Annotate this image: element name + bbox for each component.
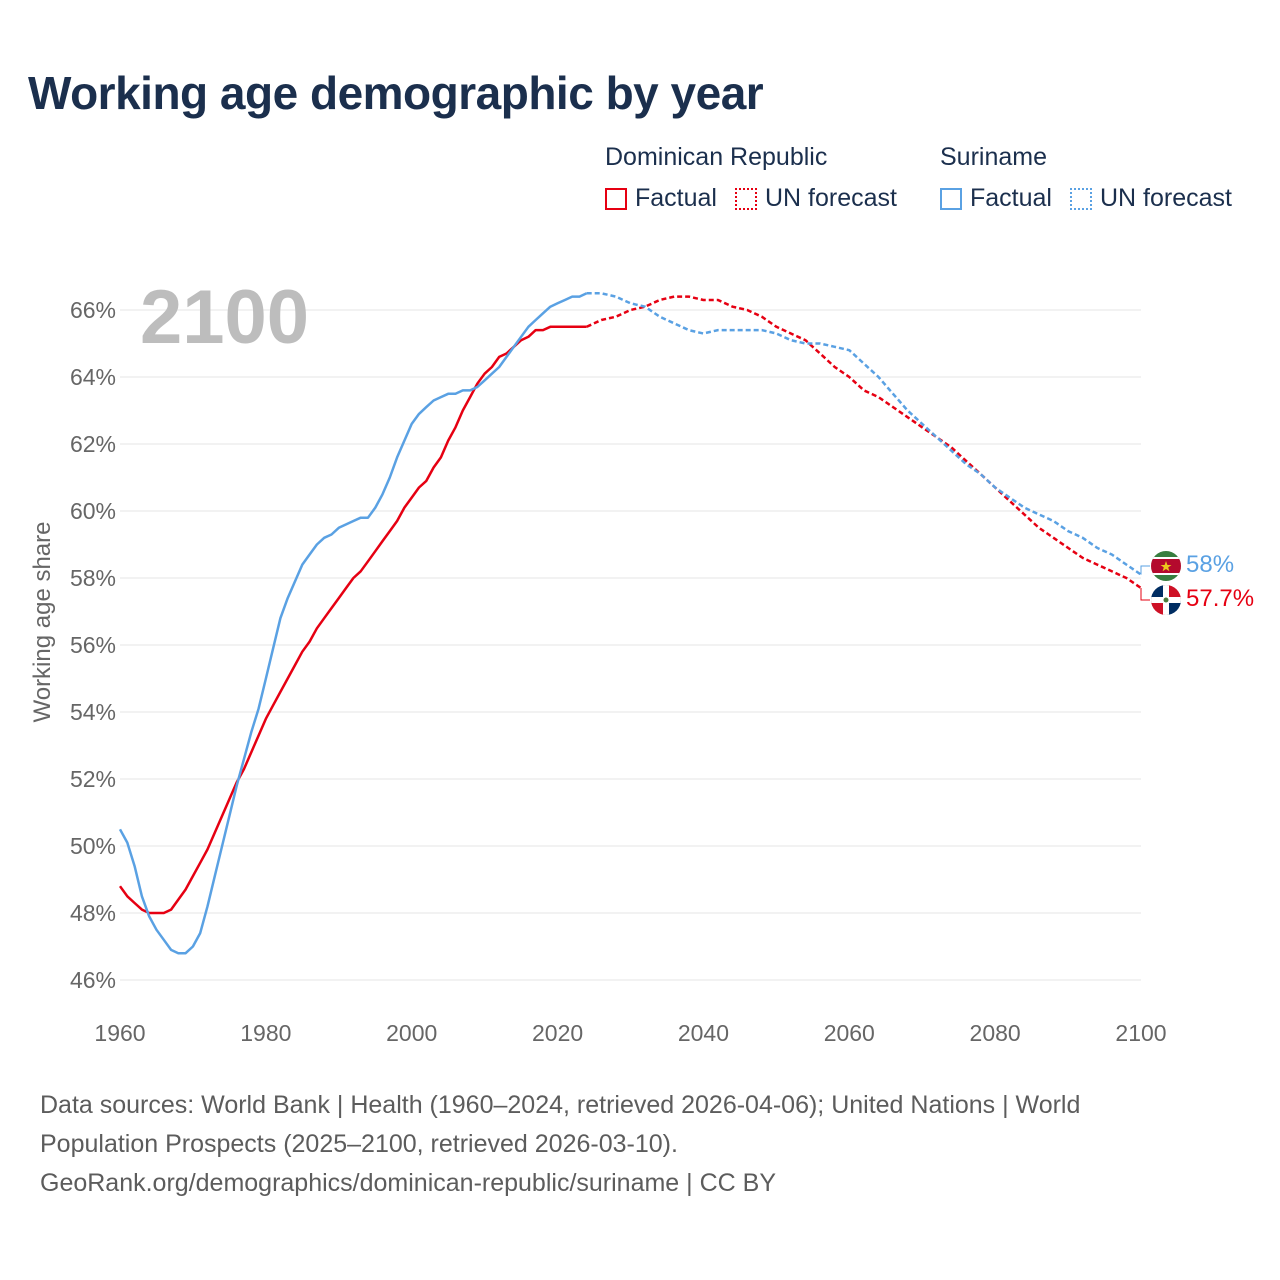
end-label-suriname: 58% [1186,551,1234,578]
series-lines [118,292,1150,955]
y-tick-label: 58% [70,565,116,591]
footer-url-license: GeoRank.org/demographics/dominican-repub… [40,1169,776,1197]
dominican-republic-flag-icon [1151,585,1181,615]
dominican-republic-factual-line [118,325,587,915]
x-tick-label: 1960 [94,1020,145,1046]
legend-swatch-solid [605,187,627,210]
y-tick-label: 56% [70,632,116,658]
suriname-label-connector [1140,565,1150,575]
dominican-republic-label-connector [1140,588,1150,601]
suriname-flag-icon [1151,551,1181,581]
legend-suriname: Suriname Factual UN forecast [940,143,1250,213]
x-tick-label: 2080 [970,1020,1021,1046]
legend-country-label: Dominican Republic [605,143,828,171]
year-watermark: 2100 [140,275,309,360]
y-tick-label: 64% [70,364,116,390]
legend-item-label: Factual [970,184,1052,212]
suriname-forecast-line [586,292,1142,576]
y-tick-label: 54% [70,699,116,725]
legend-item-sr-factual[interactable]: Factual [940,184,1052,213]
y-tick-label: 62% [70,431,116,457]
legend-item-dr-factual[interactable]: Factual [605,184,717,213]
legend-swatch-dotted [734,187,757,210]
suriname-factual-line [118,292,588,955]
footer-sources: Data sources: World Bank | Health (1960–… [40,1091,1081,1158]
x-tick-label: 2060 [824,1020,875,1046]
x-tick-label: 2040 [678,1020,729,1046]
x-tick-label: 2020 [532,1020,583,1046]
legend-dominican-republic: Dominican Republic Factual UN forecast [605,143,915,213]
x-tick-label: 2000 [386,1020,437,1046]
x-axis-ticks: 1960 1980 2000 2020 2040 2060 2080 2100 [94,1020,1166,1046]
dominican-republic-forecast-line [586,295,1142,590]
y-tick-label: 46% [70,967,116,993]
legend-item-label: UN forecast [1099,184,1232,212]
x-tick-label: 1980 [240,1020,291,1046]
line-chart: 2100 46% 48% 50% 52% 54% 56% 58% 60% 62% 64% 66% 1… [29,275,1254,1046]
legend-item-sr-forecast[interactable]: UN forecast [1069,184,1232,213]
legend-swatch-dotted [1069,187,1092,210]
y-tick-label: 66% [70,297,116,323]
y-axis-ticks: 46% 48% 50% 52% 54% 56% 58% 60% 62% 64% 66% [70,297,116,993]
legend-swatch-solid [940,187,962,210]
y-tick-label: 50% [70,833,116,859]
chart-title: Working age demographic by year [28,67,764,119]
end-label-dominican-republic: 57.7% [1186,585,1254,612]
y-tick-label: 60% [70,498,116,524]
x-tick-label: 2100 [1115,1020,1166,1046]
legend-country-label: Suriname [940,143,1047,171]
legend-item-dr-forecast[interactable]: UN forecast [734,184,897,213]
y-tick-label: 52% [70,766,116,792]
footer: Data sources: World Bank | Health (1960–… [40,1086,1160,1203]
grid-lines [120,309,1141,981]
y-axis-label: Working age share [29,522,56,723]
y-tick-label: 48% [70,900,116,926]
legend-item-label: UN forecast [764,184,897,212]
legend-item-label: Factual [635,184,717,212]
